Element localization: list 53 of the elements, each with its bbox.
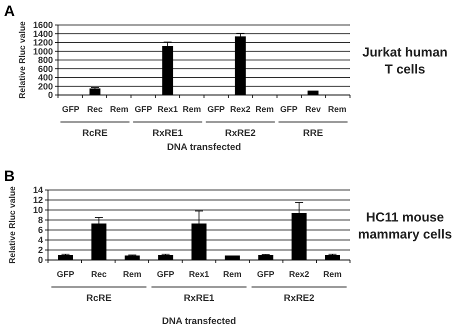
- chart-title: A: [4, 3, 15, 20]
- chart-title: B: [4, 168, 15, 185]
- text: RxRE1: [152, 128, 184, 139]
- y-tick-label: 6: [38, 225, 43, 236]
- x-tick-label: Rex2: [230, 104, 251, 114]
- text: RRE: [303, 128, 324, 139]
- y-tick-label: 10: [32, 205, 43, 216]
- x-tick-label: Rec: [87, 104, 104, 114]
- x-tick-label: GFP: [156, 269, 175, 279]
- x-tick-label: Rem: [223, 269, 242, 279]
- x-tick-label: Rem: [328, 104, 347, 114]
- x-tick-label: Rem: [182, 104, 202, 114]
- y-tick-label: 600: [38, 64, 53, 74]
- y-tick-label: 1600: [32, 20, 53, 30]
- x-tick-label: GFP: [62, 104, 80, 114]
- x-tick-label: GFP: [207, 104, 226, 114]
- x-axis-title: DNA transfected: [162, 316, 236, 327]
- y-tick-label: 8: [38, 215, 43, 226]
- text: Jurkat human T cells: [362, 44, 448, 77]
- x-tick-label: Rex1: [157, 104, 178, 114]
- x-tick-label: Rem: [255, 104, 274, 114]
- x-tick-label: GFP: [56, 269, 75, 279]
- x-tick-label: GFP: [257, 269, 275, 279]
- y-axis-title: Relative Rluc value: [7, 186, 17, 264]
- x-tick-label: Rec: [91, 269, 107, 279]
- y-tick-label: 1000: [32, 46, 53, 56]
- y-tick-label: 1200: [32, 38, 53, 48]
- y-tick-label: 0: [38, 255, 43, 266]
- text: RcRE: [82, 128, 108, 139]
- x-tick-label: Rem: [323, 269, 342, 279]
- text: HC11 mouse mammary cells: [358, 210, 452, 242]
- y-tick-label: 12: [32, 195, 43, 206]
- text: RxRE2: [225, 128, 256, 139]
- x-tick-label: Rem: [110, 104, 129, 114]
- y-axis-title: Relative Rluc value: [17, 20, 27, 99]
- text: RcRE: [86, 293, 112, 304]
- y-tick-label: 200: [38, 81, 53, 92]
- x-axis-title: DNA transfected: [166, 142, 242, 153]
- y-tick-label: 400: [38, 72, 53, 83]
- y-tick-label: 1400: [32, 28, 53, 39]
- x-tick-label: Rev: [305, 104, 322, 114]
- text: RxRE1: [184, 293, 216, 304]
- x-tick-label: GFP: [134, 104, 152, 114]
- x-tick-label: Rex1: [188, 269, 210, 279]
- y-tick-label: 14: [32, 185, 43, 196]
- x-tick-label: GFP: [280, 104, 298, 114]
- y-tick-label: 4: [38, 235, 43, 246]
- y-tick-label: 800: [38, 55, 53, 66]
- x-tick-label: Rem: [123, 269, 142, 279]
- text: RxRE2: [284, 293, 314, 304]
- y-tick-label: 0: [48, 90, 53, 100]
- x-tick-label: Rex2: [288, 269, 310, 279]
- y-tick-label: 2: [38, 245, 43, 256]
